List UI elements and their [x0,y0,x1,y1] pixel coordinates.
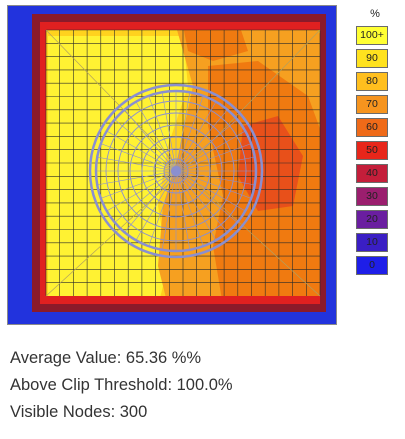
guide-line [45,29,184,172]
legend-bands: 100+ 90 80 70 60 50 40 30 20 10 0 [352,26,398,275]
contour-band-edge-left [32,6,40,324]
contour-map[interactable] [7,5,337,325]
overlay-spoke [124,170,177,233]
legend-swatch: 40 [356,164,388,183]
legend-swatch: 50 [356,141,388,160]
legend-swatch: 10 [356,233,388,252]
overlay-spoke [175,170,204,247]
contour-band-top-blue [8,6,336,14]
contour-band-bottom-blue [8,312,336,324]
statistics-panel: Average Value: 65.36 %% Above Clip Thres… [10,345,233,426]
fixture-overlay[interactable] [88,83,264,259]
overlay-spoke [175,170,191,250]
overlay-spoke [175,109,228,172]
contour-band-right-dark [320,14,326,312]
overlay-spoke [100,170,177,199]
overlay-spoke [161,170,177,250]
overlay-spoke [175,101,217,172]
guide-line [182,170,321,297]
overlay-spoke [148,170,177,247]
overlay-spoke [175,143,252,172]
overlay-spoke [175,95,204,172]
overlay-spoke [175,170,255,186]
contour-band-bottom-dark [32,304,336,312]
overlay-spoke [175,92,191,172]
contour-band-red-left [40,6,46,324]
average-value: Average Value: 65.36 %% [10,349,202,367]
overlay-spoke [97,156,177,172]
contour-band-right-blue [326,6,336,324]
overlay-spoke [114,119,177,172]
overlay-spoke [148,95,177,172]
overlay-spoke [175,156,255,172]
guide-line [45,170,184,297]
legend-swatch: 90 [356,49,388,68]
overlay-spoke [100,143,177,172]
contour-band-0 [8,6,32,324]
overlay-spoke [114,170,177,223]
guide-line [182,29,321,172]
legend-swatch: 70 [356,95,388,114]
overlay-spoke [97,170,177,186]
overlay-spoke [175,170,228,233]
legend-swatch: 20 [356,210,388,229]
contour-band-top-dark [32,14,336,22]
overlay-hub [171,166,181,176]
overlay-spoke [175,170,217,241]
above-clip-threshold: Above Clip Threshold: 100.0% [10,376,233,394]
overlay-spoke [106,170,177,212]
color-legend: % 100+ 90 80 70 60 50 40 30 20 10 0 [352,6,398,279]
contour-map-canvas [8,6,336,324]
legend-swatch: 100+ [356,26,388,45]
legend-unit: % [370,8,380,20]
legend-swatch: 80 [356,72,388,91]
contour-band-top-red [40,22,336,30]
overlay-spoke [135,170,177,241]
overlay-spoke [161,92,177,172]
overlay-spoke [175,119,238,172]
overlay-spoke [175,130,246,172]
overlay-spoke [175,170,238,223]
overlay-spoke [135,101,177,172]
contour-band-bottom-red [40,296,336,304]
overlay-spoke [175,170,246,212]
visible-nodes: Visible Nodes: 300 [10,403,148,421]
legend-swatch: 0 [356,256,388,275]
overlay-spoke [106,130,177,172]
overlay-ring [88,83,264,259]
overlay-spoke [175,170,252,199]
overlay-spoke [124,109,177,172]
legend-swatch: 30 [356,187,388,206]
legend-swatch: 60 [356,118,388,137]
contour-patch [183,21,248,61]
